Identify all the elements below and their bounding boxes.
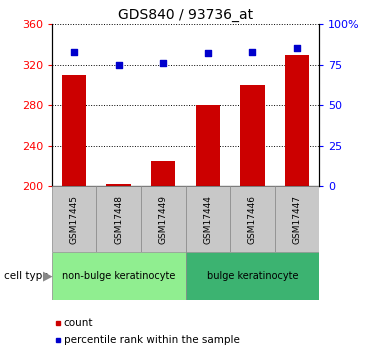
Bar — [186, 252, 319, 300]
Bar — [52, 252, 186, 300]
Text: GSM17447: GSM17447 — [292, 195, 301, 244]
Point — [294, 46, 300, 51]
Text: ▶: ▶ — [43, 269, 52, 283]
Bar — [240, 85, 265, 186]
Text: GSM17449: GSM17449 — [159, 195, 168, 244]
Text: bulge keratinocyte: bulge keratinocyte — [207, 271, 298, 281]
Bar — [151, 161, 175, 186]
Bar — [186, 186, 230, 252]
Point — [160, 60, 166, 66]
Bar — [106, 184, 131, 186]
Bar — [141, 186, 186, 252]
Title: GDS840 / 93736_at: GDS840 / 93736_at — [118, 8, 253, 22]
Text: cell type: cell type — [4, 271, 48, 281]
Text: count: count — [64, 318, 93, 327]
Bar — [196, 105, 220, 186]
Text: GSM17446: GSM17446 — [248, 195, 257, 244]
Bar — [62, 75, 86, 186]
Point — [205, 51, 211, 56]
Text: percentile rank within the sample: percentile rank within the sample — [64, 335, 240, 345]
Text: GSM17448: GSM17448 — [114, 195, 123, 244]
Bar — [285, 55, 309, 186]
Bar — [230, 186, 275, 252]
Text: GSM17444: GSM17444 — [203, 195, 212, 244]
Point — [249, 49, 255, 55]
Bar — [96, 186, 141, 252]
Text: GSM17445: GSM17445 — [70, 195, 79, 244]
Bar — [275, 186, 319, 252]
Point — [116, 62, 122, 67]
Bar — [52, 186, 96, 252]
Text: non-bulge keratinocyte: non-bulge keratinocyte — [62, 271, 175, 281]
Bar — [56, 338, 60, 342]
Point — [71, 49, 77, 55]
Bar — [56, 321, 60, 325]
